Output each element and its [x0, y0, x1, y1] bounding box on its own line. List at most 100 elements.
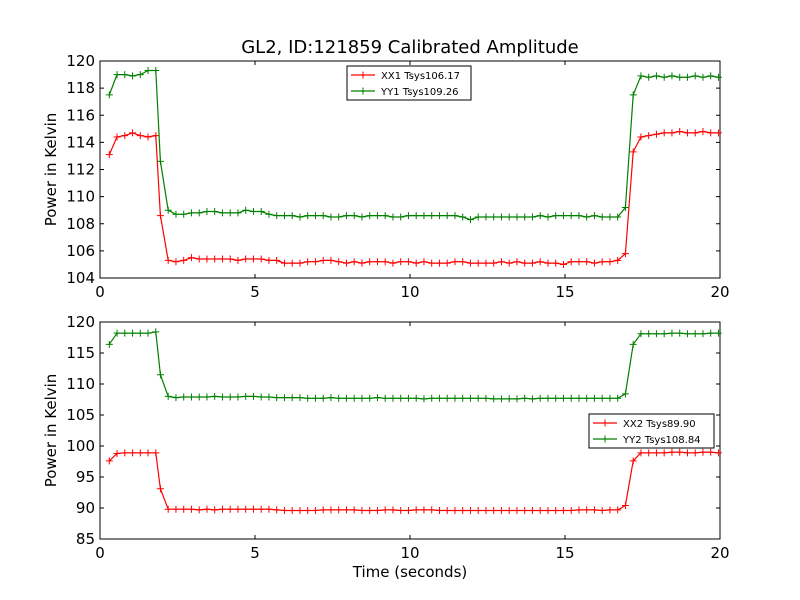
data-point-marker	[536, 212, 544, 220]
legend: XX1 Tsys106.17 YY1 Tsys109.26	[346, 65, 472, 101]
data-point-marker	[652, 72, 660, 80]
data-point-marker	[668, 129, 676, 137]
data-point-marker	[637, 449, 645, 457]
data-point-marker	[645, 449, 653, 457]
data-point-marker	[645, 132, 653, 140]
x-tick-label: 20	[710, 283, 729, 301]
x-tick-label: 15	[555, 283, 574, 301]
data-point-marker	[652, 130, 660, 138]
data-point-marker	[211, 506, 219, 514]
data-point-marker	[505, 506, 513, 514]
data-point-marker	[629, 340, 637, 348]
data-point-marker	[435, 259, 443, 267]
data-point-marker	[474, 259, 482, 267]
data-point-marker	[144, 66, 152, 74]
data-point-marker	[637, 133, 645, 141]
data-point-marker	[668, 448, 676, 456]
series-1	[105, 128, 722, 268]
data-point-marker	[249, 505, 257, 513]
data-point-marker	[218, 255, 226, 263]
data-point-marker	[121, 71, 129, 79]
data-point-marker	[203, 208, 211, 216]
data-point-marker	[645, 330, 653, 338]
data-point-marker	[113, 329, 121, 337]
data-point-marker	[559, 260, 567, 268]
data-point-marker	[327, 213, 335, 221]
data-point-marker	[319, 394, 327, 402]
data-point-marker	[187, 254, 195, 262]
data-point-marker	[420, 212, 428, 220]
data-point-marker	[172, 505, 180, 513]
data-point-marker	[676, 448, 684, 456]
data-point-marker	[203, 255, 211, 263]
data-point-marker	[342, 212, 350, 220]
legend-entry-label: YY2 Tsys108.84	[622, 435, 701, 446]
data-point-marker	[358, 213, 366, 221]
plots-group: 0 5 10 15 20 104 106 108 110 112 114 116 118 120 Power…	[42, 52, 730, 581]
series-2	[105, 66, 722, 224]
data-point-marker	[164, 505, 172, 513]
data-point-marker	[152, 449, 160, 457]
data-point-marker	[575, 258, 583, 266]
y-tick-label: 112	[66, 161, 95, 179]
data-point-marker	[304, 394, 312, 402]
data-point-marker	[544, 259, 552, 267]
data-point-marker	[218, 209, 226, 217]
data-point-marker	[621, 390, 629, 398]
data-point-marker	[621, 502, 629, 510]
data-point-marker	[226, 255, 234, 263]
data-point-marker	[660, 330, 668, 338]
data-point-marker	[536, 394, 544, 402]
data-point-marker	[257, 208, 265, 216]
data-point-marker	[528, 259, 536, 267]
data-point-marker	[528, 213, 536, 221]
data-point-marker	[474, 213, 482, 221]
data-point-marker	[544, 506, 552, 514]
data-point-marker	[490, 213, 498, 221]
data-point-marker	[129, 72, 137, 80]
data-point-marker	[234, 209, 242, 217]
data-point-marker	[129, 129, 137, 137]
data-point-marker	[521, 506, 529, 514]
data-point-marker	[121, 329, 129, 337]
y-axis-label: Power in Kelvin	[42, 374, 60, 488]
data-point-marker	[482, 394, 490, 402]
y-tick-label: 104	[66, 269, 95, 287]
data-point-marker	[304, 212, 312, 220]
legend-marker-swatch	[359, 71, 367, 79]
data-point-marker	[536, 506, 544, 514]
data-point-marker	[242, 505, 250, 513]
data-point-marker	[552, 212, 560, 220]
data-point-marker	[187, 209, 195, 217]
data-point-marker	[583, 394, 591, 402]
data-point-marker	[113, 71, 121, 79]
data-point-marker	[521, 259, 529, 267]
data-point-marker	[381, 258, 389, 266]
data-point-marker	[342, 259, 350, 267]
data-point-marker	[121, 449, 129, 457]
data-point-marker	[707, 329, 715, 337]
data-point-marker	[428, 259, 436, 267]
data-point-marker	[614, 256, 622, 264]
data-point-marker	[373, 506, 381, 514]
x-tick-label: 15	[555, 544, 574, 562]
data-point-marker	[521, 213, 529, 221]
data-point-marker	[528, 506, 536, 514]
data-point-marker	[629, 457, 637, 465]
data-point-marker	[136, 71, 144, 79]
data-point-marker	[629, 91, 637, 99]
data-point-marker	[156, 212, 164, 220]
data-point-marker	[412, 506, 420, 514]
data-point-marker	[144, 449, 152, 457]
data-point-marker	[249, 255, 257, 263]
data-point-marker	[598, 394, 606, 402]
data-point-marker	[152, 328, 160, 336]
data-point-marker	[544, 394, 552, 402]
data-point-marker	[412, 212, 420, 220]
data-point-marker	[683, 73, 691, 81]
data-point-marker	[567, 212, 575, 220]
data-point-marker	[606, 506, 614, 514]
data-point-marker	[265, 256, 273, 264]
data-point-marker	[699, 128, 707, 136]
data-point-marker	[707, 448, 715, 456]
